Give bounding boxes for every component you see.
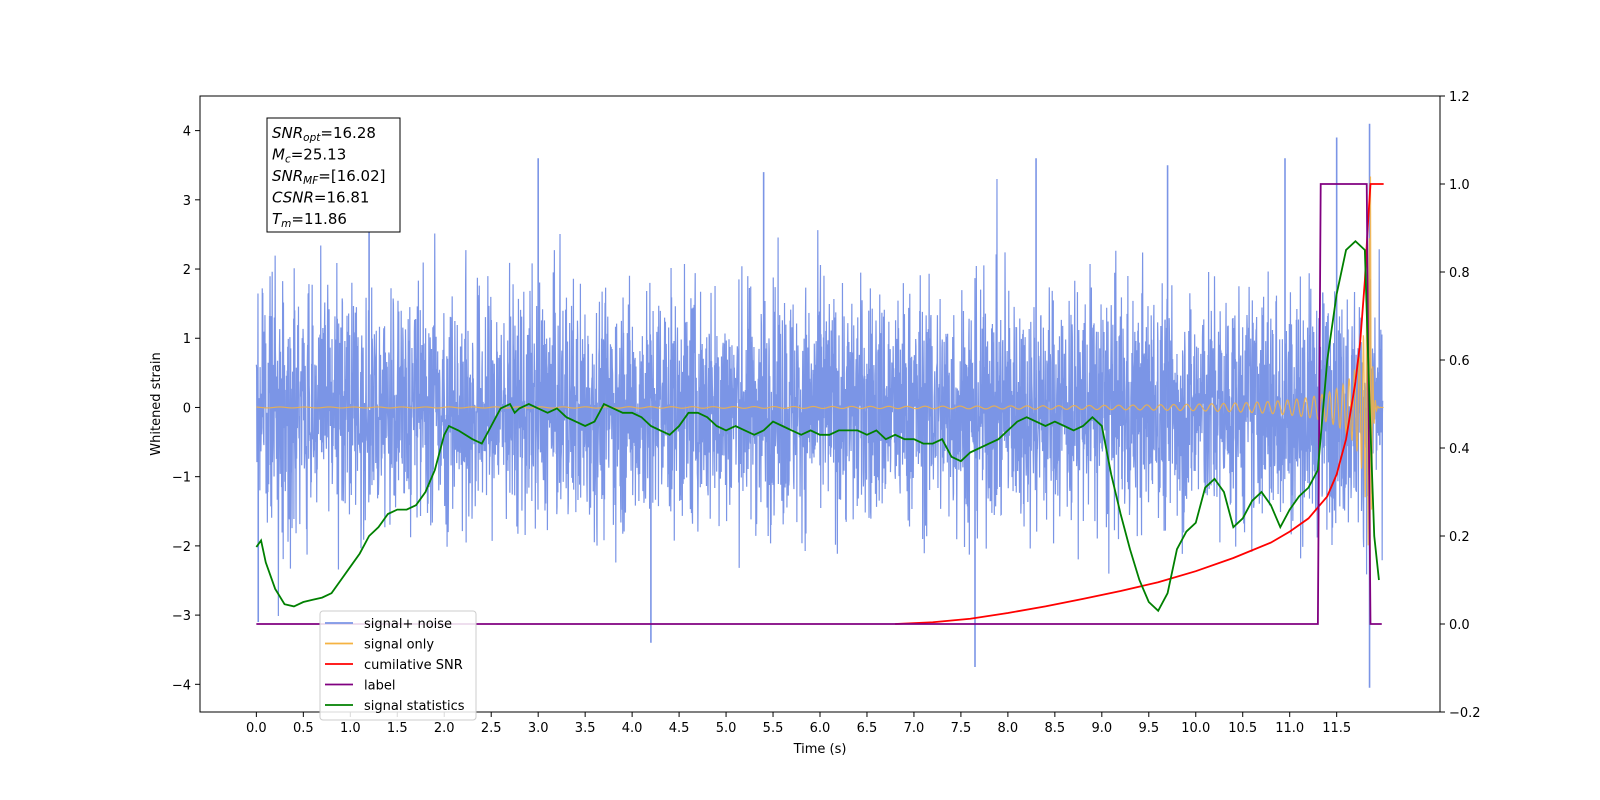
legend: signal+ noise signal only cumilative SNR la… <box>319 610 477 721</box>
series-label <box>256 183 1382 625</box>
y-axis-label: Whitened strain <box>149 352 164 455</box>
y-right-tick-label: 0.4 <box>1449 442 1470 457</box>
x-tick-label: 11.5 <box>1322 721 1351 736</box>
x-tick-label: 3.0 <box>528 721 549 736</box>
x-tick-label: 9.5 <box>1138 721 1159 736</box>
series-signal-statistics <box>255 239 1380 613</box>
y-right-tick-label: 0.2 <box>1449 530 1470 545</box>
x-tick-label: 2.0 <box>434 721 455 736</box>
y-left-tick-label: 1 <box>183 332 191 347</box>
y-left-tick-label: −4 <box>172 678 191 693</box>
legend-label: label <box>364 679 395 694</box>
y-left-tick-label: 3 <box>183 194 191 209</box>
x-tick-label: 6.5 <box>857 721 878 736</box>
x-tick-label: 6.0 <box>810 721 831 736</box>
x-tick-label: 1.0 <box>340 721 361 736</box>
y-left-tick-label: 0 <box>183 401 191 416</box>
legend-label: signal only <box>364 638 434 653</box>
y-right-tick-label: 0.6 <box>1449 354 1470 369</box>
x-tick-label: 8.0 <box>998 721 1019 736</box>
x-tick-label: 4.0 <box>622 721 643 736</box>
legend-frame <box>319 610 477 721</box>
y-axis-right: −0.2 0.0 0.2 0.4 0.6 0.8 1.0 1.2 <box>1440 90 1481 721</box>
y-left-tick-label: 2 <box>183 263 191 278</box>
y-right-tick-label: 1.2 <box>1449 90 1470 105</box>
x-tick-label: 0.0 <box>246 721 267 736</box>
y-left-tick-label: 4 <box>183 125 191 140</box>
legend-label: signal statistics <box>364 699 465 714</box>
legend-label: cumilative SNR <box>364 658 463 673</box>
x-tick-label: 5.5 <box>763 721 784 736</box>
annotation-frame <box>266 117 401 233</box>
x-tick-label: 2.5 <box>481 721 502 736</box>
x-tick-label: 1.5 <box>387 721 408 736</box>
annotation-line: SNRopt=16.28 <box>272 124 376 144</box>
x-axis-label: Time (s) <box>793 742 847 757</box>
series-signal-only <box>256 176 1384 618</box>
x-tick-label: 7.0 <box>904 721 925 736</box>
series-signal-noise <box>255 179 1384 617</box>
y-left-tick-label: −1 <box>172 471 191 486</box>
series-layer <box>255 123 1384 688</box>
y-axis-left: −4 −3 −2 −1 0 1 2 3 4 <box>172 125 200 693</box>
legend-label: signal+ noise <box>364 617 452 632</box>
x-tick-label: 7.5 <box>951 721 972 736</box>
annotation-line: CSNR=16.81 <box>272 189 369 207</box>
x-tick-label: 5.0 <box>716 721 737 736</box>
y-right-tick-label: 0.0 <box>1449 618 1470 633</box>
annotation-line: Tm=11.86 <box>272 210 347 230</box>
x-tick-label: 0.5 <box>293 721 314 736</box>
y-left-tick-label: −3 <box>172 609 191 624</box>
y-right-tick-label: 0.8 <box>1449 266 1470 281</box>
y-left-tick-label: −2 <box>172 540 191 555</box>
x-tick-label: 10.5 <box>1228 721 1257 736</box>
x-tick-label: 8.5 <box>1045 721 1066 736</box>
x-tick-label: 10.0 <box>1181 721 1210 736</box>
x-tick-label: 11.0 <box>1275 721 1304 736</box>
annotation-line: SNRMF=[16.02] <box>272 167 386 187</box>
x-tick-label: 4.5 <box>669 721 690 736</box>
annotation-line: Mc=25.13 <box>272 146 346 166</box>
y-right-tick-label: 1.0 <box>1449 178 1470 193</box>
y-right-tick-label: −0.2 <box>1449 706 1481 721</box>
x-tick-label: 3.5 <box>575 721 596 736</box>
x-tick-label: 9.0 <box>1091 721 1112 736</box>
